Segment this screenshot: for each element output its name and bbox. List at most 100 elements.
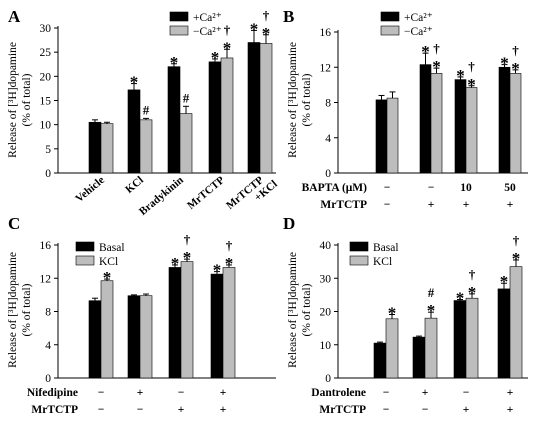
condition-value: − (463, 387, 470, 399)
condition-value: + (428, 199, 435, 211)
significance-marker: † (433, 41, 440, 56)
legend-swatch (380, 25, 400, 36)
significance-marker: * (432, 57, 441, 76)
y-tick-label: 8 (45, 307, 51, 319)
y-tick-label: 0 (45, 373, 51, 385)
condition-value: + (220, 387, 227, 399)
bar (498, 66, 511, 174)
category-label: MrTCTP (185, 174, 227, 212)
condition-row-label: Nifedipine (27, 387, 78, 399)
y-tick-label: 0 (325, 373, 331, 385)
panel-label: B (283, 7, 294, 26)
category-label-line: KCl (123, 174, 146, 196)
category-label: Vehicle (73, 174, 107, 205)
significance-marker: * (500, 272, 509, 291)
significance-marker: * (511, 59, 520, 78)
bar (453, 300, 467, 379)
panel-b: B 0 4 8 12 16 Release of [³H]dopamine (% of to… (283, 7, 528, 211)
category-label-line: Bradykinin (137, 174, 186, 218)
y-tick-label: 4 (325, 133, 331, 145)
significance-marker: * (512, 249, 521, 268)
panel-label: D (283, 214, 295, 233)
y-axis-label: Release of [³H]dopamine (% of total) (287, 252, 313, 368)
legend-label: KCl (99, 256, 118, 268)
significance-marker: * (456, 66, 465, 85)
category-label: KCl (123, 174, 146, 196)
significance-marker: * (468, 283, 477, 302)
bar (454, 79, 467, 174)
significance-marker: # (428, 285, 435, 300)
bar (88, 300, 102, 379)
category-label: MrTCTP+KCl (224, 169, 280, 221)
significance-marker: † (469, 267, 476, 282)
y-axis-label: Release of [³H]dopamine (% of total) (7, 42, 33, 158)
significance-marker: † (512, 43, 519, 58)
significance-marker: † (226, 238, 233, 253)
condition-value: + (463, 404, 470, 416)
bar (139, 119, 153, 174)
significance-marker: * (388, 303, 397, 322)
y-axis-label: Release of [³H]dopamine (% of total) (287, 42, 313, 158)
y-axis-label: Release of [³H]dopamine (% of total) (7, 252, 33, 368)
legend-swatch (169, 25, 189, 36)
significance-marker: † (224, 22, 231, 37)
significance-marker: * (250, 19, 259, 38)
y-tick-label: 30 (320, 273, 332, 285)
bar (222, 267, 236, 379)
bar (127, 89, 141, 174)
condition-value: − (383, 387, 390, 399)
bar (385, 318, 399, 379)
category-label: Bradykinin (137, 174, 186, 218)
y-axis-label-line: Release of [³H]dopamine (287, 252, 299, 368)
y-tick-label: 16 (40, 240, 52, 252)
condition-value: + (137, 387, 144, 399)
bar (259, 43, 273, 174)
panel-label: C (8, 214, 20, 233)
y-tick-label: 30 (40, 23, 52, 35)
significance-marker: * (130, 73, 139, 92)
bar (386, 97, 399, 174)
condition-value: − (384, 199, 391, 211)
significance-marker: * (456, 289, 465, 308)
y-axis-label-line: Release of [³H]dopamine (7, 42, 19, 158)
bar (168, 267, 182, 379)
significance-marker: † (468, 59, 475, 74)
y-tick-label: 12 (320, 62, 332, 74)
bar (100, 280, 114, 379)
y-tick-label: 10 (40, 120, 52, 132)
condition-row-label: MrTCTP (320, 199, 367, 211)
condition-value: − (428, 182, 435, 194)
significance-marker: # (183, 90, 190, 105)
legend-swatch (349, 255, 369, 266)
significance-marker: * (225, 254, 234, 273)
legend-label: KCl (373, 256, 392, 268)
condition-row-label: Dantrolene (311, 387, 366, 399)
significance-marker: # (143, 102, 150, 117)
condition-value: + (463, 199, 470, 211)
bar (88, 121, 102, 174)
significance-marker: † (184, 232, 191, 247)
significance-marker: * (170, 53, 179, 72)
condition-value: − (384, 182, 391, 194)
condition-value: + (507, 387, 514, 399)
y-axis-label-line: (% of total) (301, 283, 313, 336)
y-tick-label: 15 (40, 96, 52, 108)
bar (419, 64, 432, 174)
significance-marker: * (211, 48, 220, 67)
y-tick-label: 12 (40, 273, 52, 285)
condition-value: − (137, 404, 144, 416)
condition-value: − (383, 404, 390, 416)
y-axis-label-line: Release of [³H]dopamine (7, 252, 19, 368)
bar (465, 297, 479, 379)
panel-d: D 0 10 20 30 40 Release of [³H]dopamine (% of … (283, 214, 528, 416)
legend-swatch (75, 255, 95, 266)
condition-row-label: MrTCTP (31, 404, 78, 416)
y-axis-label-line: (% of total) (21, 283, 33, 336)
category-label-line: Vehicle (73, 174, 107, 205)
condition-value: − (98, 387, 105, 399)
y-tick-label: 16 (320, 27, 332, 39)
panel-c: C 0 4 8 12 16 Release of [³H]dopamine (% of to… (7, 214, 276, 416)
bar (424, 317, 438, 379)
significance-marker: * (213, 261, 222, 280)
